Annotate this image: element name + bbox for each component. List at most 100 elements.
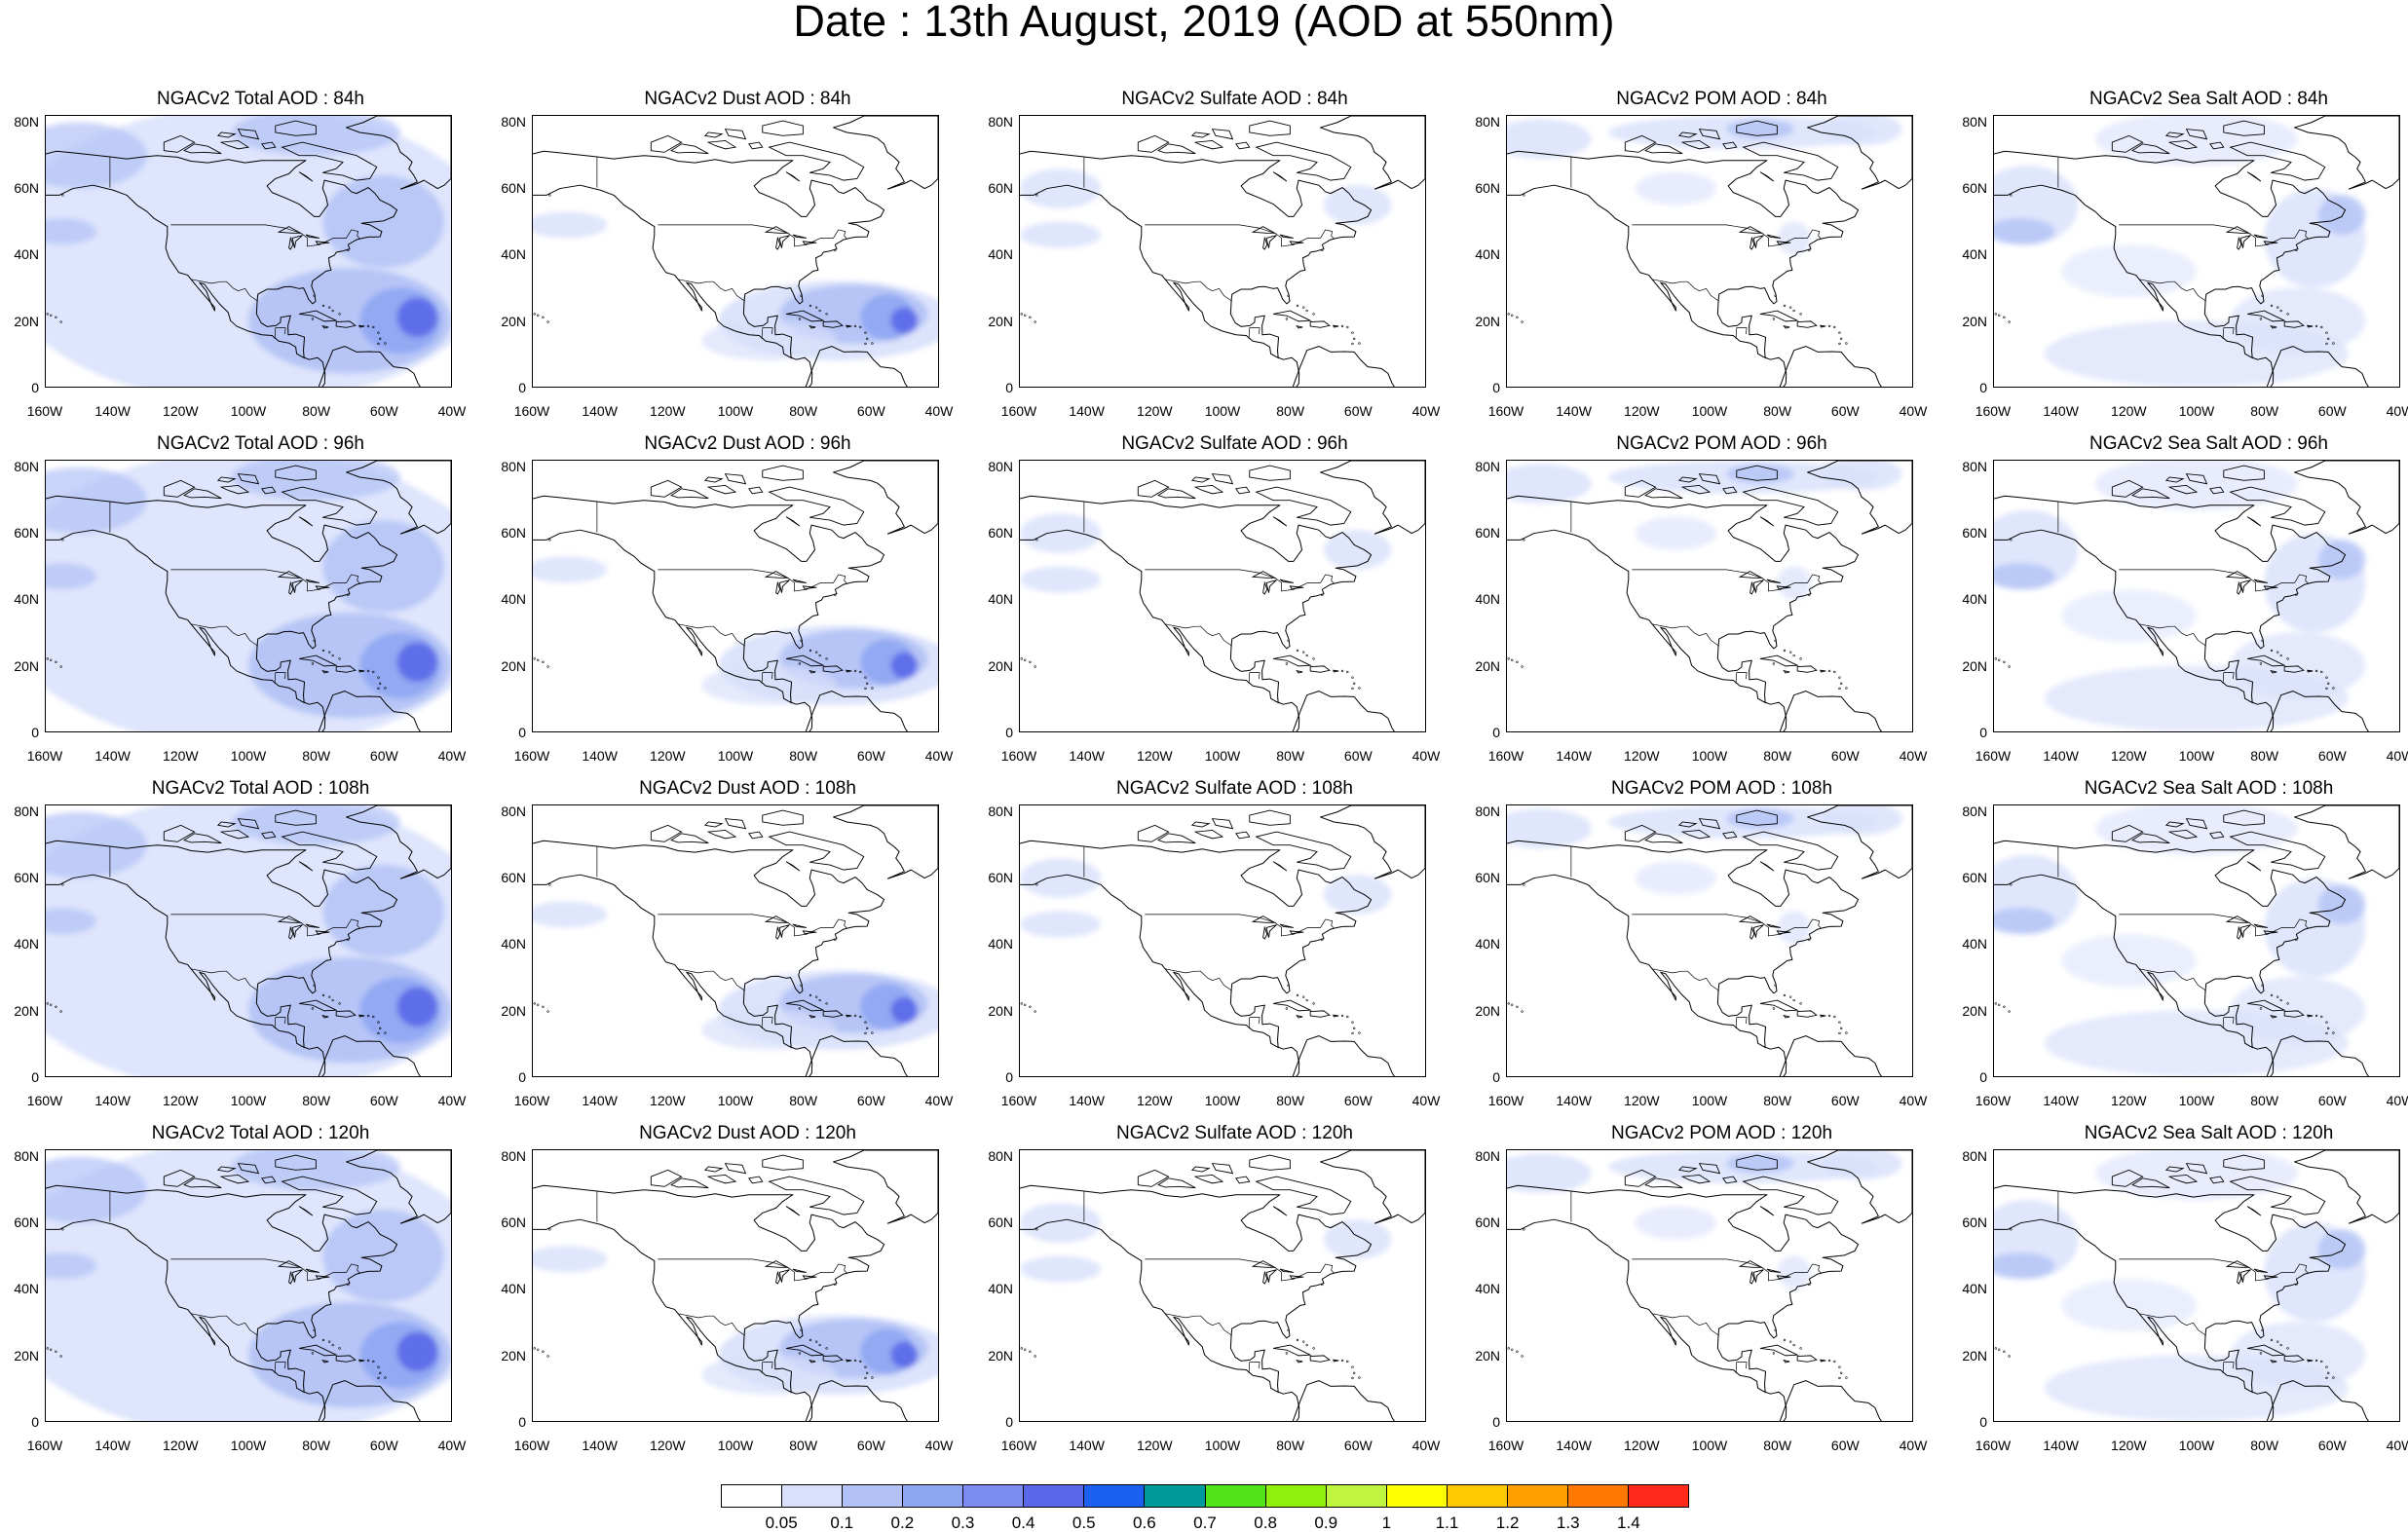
island-outline xyxy=(216,476,237,483)
island-outline xyxy=(1759,654,1799,667)
coastline-west xyxy=(46,1218,326,1421)
small-island xyxy=(2010,883,2013,886)
island-outline xyxy=(1333,324,1339,328)
island-outline xyxy=(1736,1154,1778,1171)
small-island xyxy=(377,1031,380,1035)
small-island xyxy=(311,318,315,320)
island-outline xyxy=(762,465,804,481)
coastline-west xyxy=(46,529,326,731)
small-island xyxy=(50,1348,53,1351)
island-outline xyxy=(822,1355,844,1363)
coastline-east xyxy=(1507,150,1860,359)
lat-tick-label: 0 xyxy=(1005,725,1013,740)
small-island xyxy=(537,1348,540,1351)
small-island xyxy=(328,1340,331,1343)
island-outline xyxy=(1272,1344,1312,1357)
small-island xyxy=(1302,306,1305,309)
small-island xyxy=(818,309,821,313)
island-outline xyxy=(358,669,365,673)
island-outline xyxy=(321,324,329,329)
island-outline xyxy=(1296,669,1303,674)
lon-tick-label: 160W xyxy=(1000,403,1037,419)
island-outline xyxy=(298,861,314,872)
small-island xyxy=(533,1347,536,1350)
island-outline xyxy=(1193,484,1224,495)
colorbar-swatch xyxy=(1386,1485,1448,1507)
border-us-mexico xyxy=(191,1313,258,1336)
island-outline xyxy=(2225,1260,2251,1268)
island-outline xyxy=(1722,831,1738,840)
small-island xyxy=(1827,1014,1831,1018)
colorbar-tick-label: 0.4 xyxy=(1011,1513,1035,1532)
small-island xyxy=(2286,313,2289,316)
island-outline xyxy=(785,654,825,667)
island-outline xyxy=(1759,1344,1799,1357)
island-outline xyxy=(2246,516,2262,527)
lat-tick-label: 60N xyxy=(14,870,39,886)
small-island xyxy=(321,304,325,308)
colorbar-tick-label: 0.5 xyxy=(1072,1513,1096,1532)
colorbar-swatch xyxy=(1628,1485,1688,1507)
island-outline xyxy=(762,1154,804,1171)
island-outline xyxy=(1211,1163,1234,1175)
small-island xyxy=(864,1021,867,1024)
island-outline xyxy=(809,1359,816,1364)
island-outline xyxy=(216,821,237,828)
small-island xyxy=(825,313,828,316)
aod-blob xyxy=(1020,911,1102,938)
small-island xyxy=(1312,1002,1315,1005)
coastline-greenland xyxy=(1807,116,1912,190)
aod-blob xyxy=(1994,563,2055,590)
island-outline xyxy=(281,831,378,871)
panel-title: NGACv2 Sea Salt AOD : 108h xyxy=(2084,778,2334,799)
island-outline xyxy=(724,1163,747,1175)
island-outline xyxy=(237,818,260,830)
island-outline xyxy=(2253,923,2268,928)
island-outline xyxy=(2270,1014,2277,1019)
map-svg xyxy=(1994,1150,2399,1421)
lat-tick-label: 0 xyxy=(518,1069,526,1085)
island-outline xyxy=(1235,486,1251,495)
small-island xyxy=(46,657,49,660)
island-outline xyxy=(321,669,329,674)
small-island xyxy=(372,670,375,674)
island-outline xyxy=(2164,131,2185,138)
island-outline xyxy=(1698,818,1721,830)
aod-map xyxy=(1506,1149,1913,1422)
lat-tick-label: 80N xyxy=(1475,1147,1500,1164)
island-outline xyxy=(1677,131,1698,138)
map-svg xyxy=(533,1150,938,1421)
lon-tick-label: 60W xyxy=(369,748,398,764)
island-outline xyxy=(1776,585,1791,590)
lat-tick-label: 60N xyxy=(14,180,39,197)
coastline-south-america xyxy=(805,691,908,731)
small-island xyxy=(1034,665,1036,668)
small-island xyxy=(1024,1003,1027,1006)
small-island xyxy=(864,676,867,679)
island-outline xyxy=(1644,488,1683,500)
border-us-mexico xyxy=(2139,968,2206,991)
island-outline xyxy=(2164,476,2185,483)
island-outline xyxy=(785,999,825,1012)
coastline-east xyxy=(1020,150,1373,359)
small-island xyxy=(1838,1365,1841,1368)
lon-tick-label: 40W xyxy=(1411,748,1441,764)
coastline-greenland xyxy=(1320,116,1425,190)
island-outline xyxy=(846,324,852,328)
lon-tick-label: 80W xyxy=(2250,403,2279,419)
panel-title: NGACv2 Sulfate AOD : 120h xyxy=(1116,1123,1353,1143)
island-outline xyxy=(2283,1010,2305,1018)
lon-tick-label: 40W xyxy=(1899,1093,1928,1108)
island-outline xyxy=(650,134,683,153)
border-central-america xyxy=(761,1017,773,1028)
lon-tick-label: 40W xyxy=(1899,403,1928,419)
small-island xyxy=(2010,539,2013,542)
map-panel: NGACv2 Dust AOD : 84h 80N 60N 40N 20N 0 160W 14… xyxy=(487,90,969,430)
small-island xyxy=(1358,1031,1361,1034)
border-us-mexico xyxy=(191,279,258,302)
small-island xyxy=(1302,651,1305,654)
small-island xyxy=(2327,337,2330,341)
island-outline xyxy=(1272,999,1312,1012)
small-island xyxy=(834,248,837,252)
aod-blob xyxy=(890,652,919,679)
